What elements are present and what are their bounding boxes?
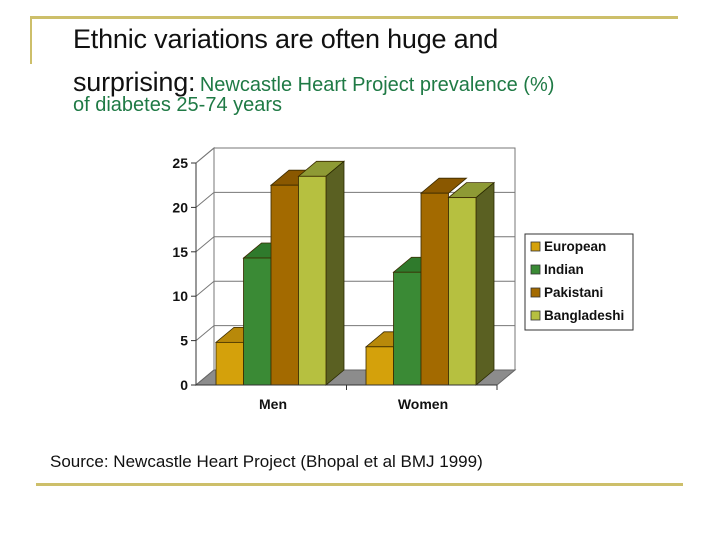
chart-legend: European Indian Pakistani Bangladeshi xyxy=(524,233,634,331)
bar-front-face xyxy=(393,271,422,386)
subtitle-line-2: of diabetes 25-74 years xyxy=(73,94,283,116)
x-axis: Men Women xyxy=(259,385,498,412)
y-tick-label: 5 xyxy=(180,333,188,349)
bar-side-face xyxy=(475,181,495,386)
bar-bangladeshi-men xyxy=(297,160,346,386)
gridline-side xyxy=(195,192,215,208)
y-tick-label: 25 xyxy=(172,155,188,171)
legend-swatch-bangladeshi xyxy=(530,310,541,321)
legend-label-pakistani: Pakistani xyxy=(544,285,603,300)
bar-side-face xyxy=(325,160,345,386)
gridline-side xyxy=(195,325,215,341)
bottom-rule xyxy=(36,483,683,486)
legend-box xyxy=(524,233,634,331)
title-line-1: Ethnic variations are often huge and xyxy=(73,24,499,54)
bar-front-face xyxy=(365,346,394,386)
bar-front-face xyxy=(215,341,244,386)
bar-front-face xyxy=(298,175,327,386)
legend-label-bangladeshi: Bangladeshi xyxy=(544,308,624,323)
x-category-label-men: Men xyxy=(259,396,287,412)
gridline-side xyxy=(195,236,215,253)
legend-swatch-indian xyxy=(530,264,541,275)
y-tick-label: 15 xyxy=(172,244,188,260)
title-line-2: surprising: xyxy=(73,67,196,97)
source-citation: Source: Newcastle Heart Project (Bhopal … xyxy=(50,452,483,471)
top-rule xyxy=(30,16,678,19)
left-rule xyxy=(30,16,32,64)
subtitle-line-1: Newcastle Heart Project prevalence (%) xyxy=(199,74,555,96)
side-wall xyxy=(195,146,215,387)
bar-bangladeshi-women xyxy=(447,181,496,386)
bar-front-face xyxy=(420,192,449,386)
bar-pakistani-men xyxy=(269,169,318,386)
bar-front-face xyxy=(243,257,272,386)
slide-title: Ethnic variations are often huge and sur… xyxy=(73,20,693,106)
x-category-label-women: Women xyxy=(398,396,448,412)
bar-indian-men xyxy=(242,242,291,386)
chart-bars xyxy=(214,160,496,386)
legend-swatch-pakistani xyxy=(530,287,541,298)
legend-swatch-european xyxy=(530,241,541,252)
gridline-side xyxy=(195,147,215,164)
legend-label-indian: Indian xyxy=(544,262,584,277)
y-tick-label: 20 xyxy=(172,199,188,215)
y-tick-label: 0 xyxy=(180,377,188,393)
y-tick-label: 10 xyxy=(172,288,188,304)
bar-front-face xyxy=(270,184,299,386)
bar-front-face xyxy=(448,197,477,386)
legend-label-european: European xyxy=(544,239,606,254)
gridline-side xyxy=(195,280,215,297)
